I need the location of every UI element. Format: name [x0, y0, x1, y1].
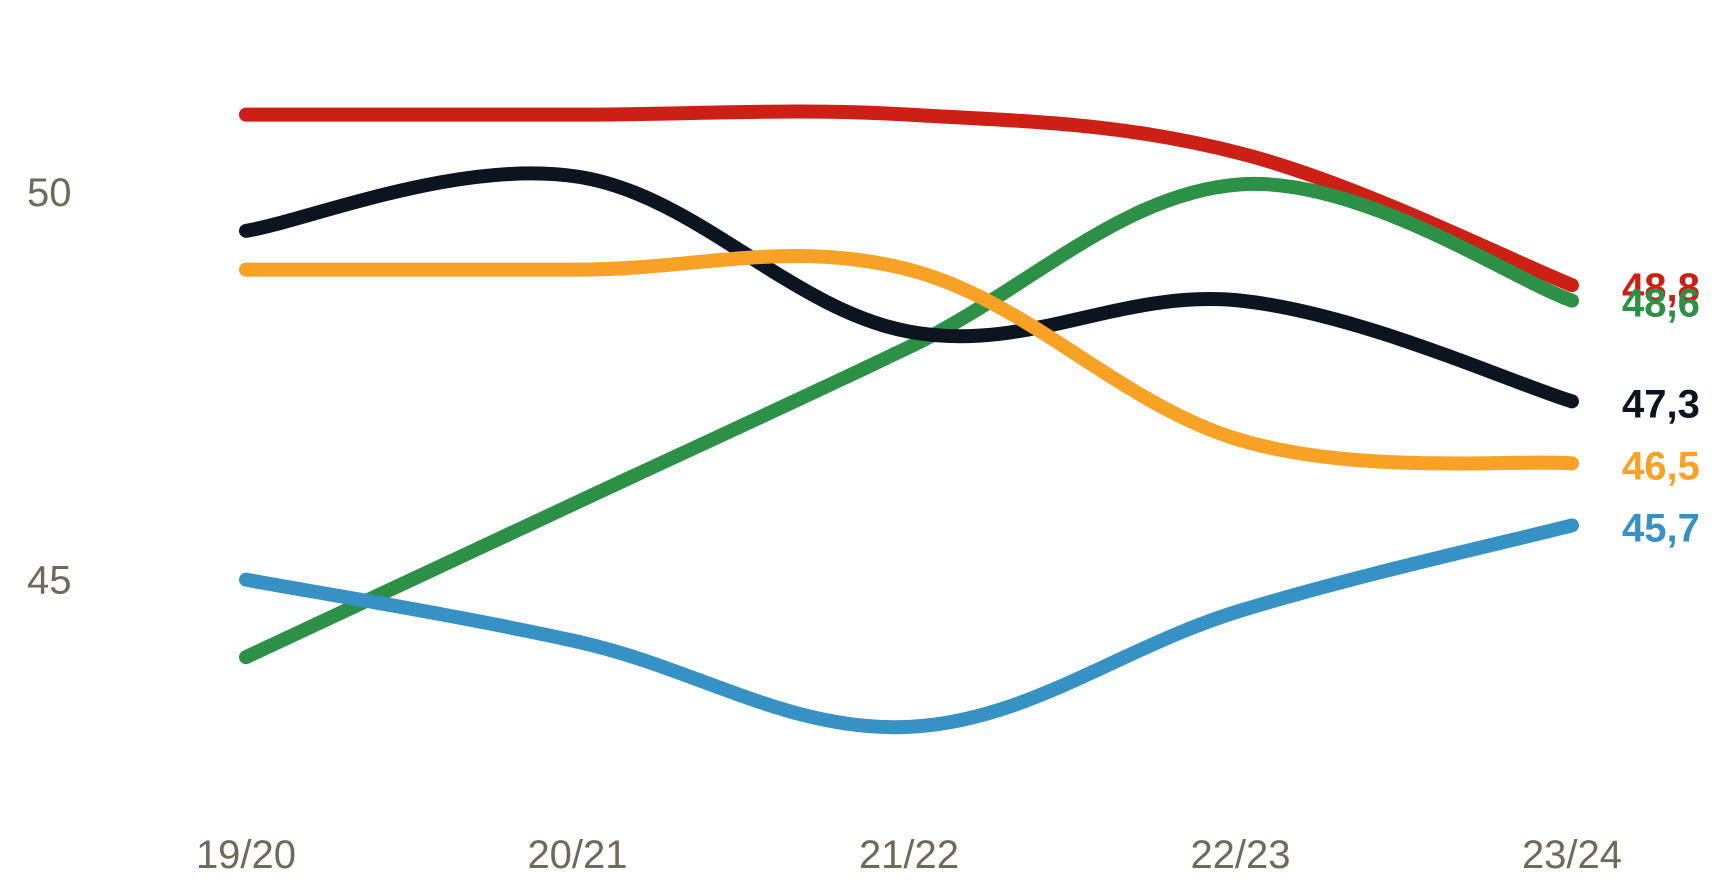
y-tick-label-1: 50	[27, 171, 72, 215]
series-line-black	[239, 166, 1579, 409]
x-tick-label-0: 19/20	[196, 833, 296, 877]
x-tick-label-3: 22/23	[1190, 833, 1290, 877]
x-tick-label-1: 20/21	[527, 833, 627, 877]
end-label-green: 48,6	[1622, 282, 1700, 326]
y-axis: 45 50	[27, 171, 72, 603]
series-line-orange	[239, 249, 1579, 471]
x-axis: 19/20 20/21 21/22 22/23 23/24	[196, 833, 1622, 877]
series-line-red	[239, 104, 1579, 293]
end-label-orange: 46,5	[1622, 444, 1700, 488]
end-label-red: 48,8	[1622, 266, 1700, 310]
end-label-black: 47,3	[1622, 382, 1700, 426]
end-labels: 48,848,6 47,3 46,5 45,7	[1622, 266, 1700, 550]
end-label-blue: 45,7	[1622, 506, 1700, 550]
series-line-green	[239, 176, 1579, 665]
x-tick-label-4: 23/24	[1522, 833, 1622, 877]
y-tick-label-0: 45	[27, 559, 72, 603]
series-layer	[239, 104, 1579, 735]
x-tick-label-2: 21/22	[859, 833, 959, 877]
series-line-blue	[239, 518, 1579, 735]
